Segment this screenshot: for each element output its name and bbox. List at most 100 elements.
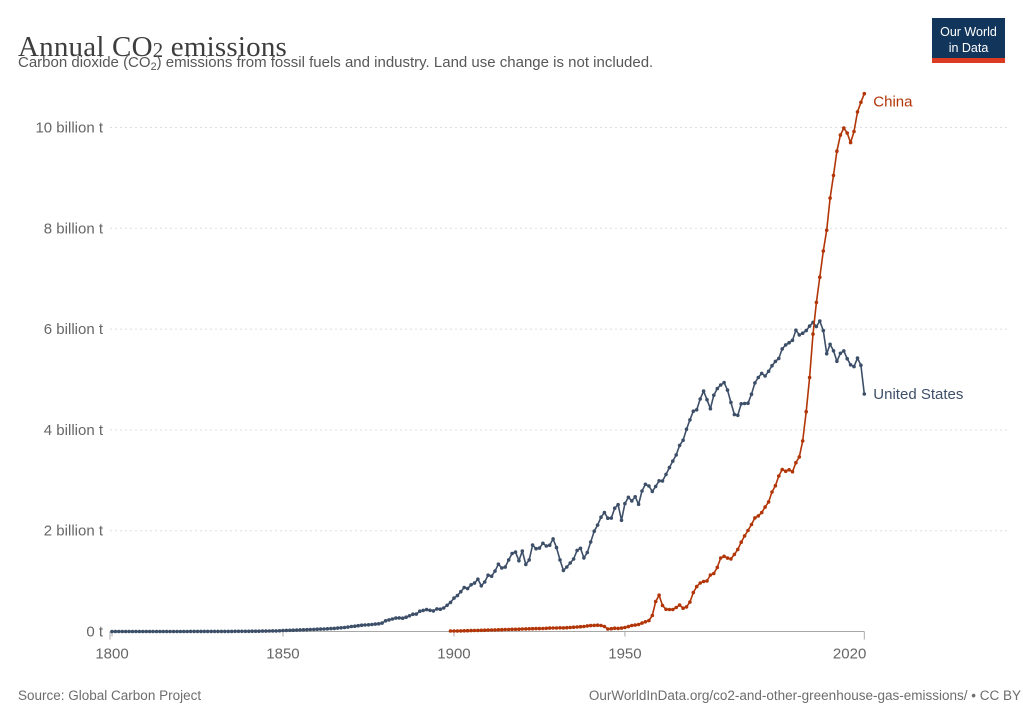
data-point-marker <box>424 607 429 612</box>
series-line <box>111 320 866 633</box>
y-axis: 0 t 2 billion t 4 billion t 6 billion t 8 bi… <box>35 120 1008 641</box>
data-point-marker <box>253 629 258 633</box>
data-point-marker <box>763 505 767 509</box>
data-point-marker <box>445 603 449 608</box>
data-point-marker <box>346 625 350 629</box>
data-point-marker <box>517 558 521 563</box>
data-point-marker <box>267 629 272 633</box>
data-point-marker <box>575 548 579 553</box>
data-point-marker <box>435 607 439 611</box>
data-point-marker <box>565 625 569 630</box>
data-point-marker <box>715 386 720 391</box>
data-point-marker <box>219 629 224 634</box>
data-point-marker <box>684 427 689 432</box>
data-point-marker <box>547 543 552 547</box>
data-point-marker <box>363 623 367 627</box>
data-point-marker <box>366 623 371 627</box>
data-point-marker <box>465 586 470 591</box>
data-point-marker <box>777 474 781 478</box>
data-point-marker <box>845 356 849 361</box>
data-point-marker <box>349 624 354 629</box>
data-point-marker <box>694 408 699 412</box>
data-point-marker <box>640 621 644 625</box>
data-point-marker <box>688 418 692 422</box>
subtitle-text-pre: Carbon dioxide (CO <box>18 54 151 71</box>
data-point-marker <box>838 351 843 356</box>
data-point-marker <box>588 540 593 544</box>
data-point-marker <box>855 356 860 360</box>
data-point-marker <box>814 300 819 305</box>
data-point-marker <box>753 516 757 520</box>
data-point-marker <box>216 629 220 634</box>
data-point-marker <box>626 495 631 500</box>
data-point-marker <box>712 571 716 576</box>
data-point-marker <box>790 338 795 343</box>
data-point-marker <box>438 607 443 611</box>
data-point-marker <box>606 627 610 631</box>
data-point-marker <box>814 324 819 329</box>
source-note: Source: Global Carbon Project <box>18 688 202 703</box>
series-china[interactable]: China <box>448 91 913 633</box>
data-point-marker <box>674 453 678 457</box>
data-point-marker <box>188 629 193 634</box>
data-point-marker <box>845 131 849 135</box>
data-point-marker <box>688 600 692 604</box>
data-point-marker <box>353 624 357 628</box>
data-point-marker <box>315 627 320 631</box>
data-point-marker <box>671 607 675 612</box>
data-point-marker <box>284 628 289 633</box>
owid-logo[interactable]: Our World in Data <box>932 18 1005 63</box>
data-point-marker <box>783 469 788 474</box>
data-point-marker <box>517 627 521 631</box>
data-point-marker <box>486 573 490 577</box>
data-point-marker <box>493 628 497 632</box>
data-point-marker <box>510 551 514 556</box>
x-tick-label: 1850 <box>266 646 299 663</box>
data-point-marker <box>301 628 306 632</box>
data-point-marker <box>305 627 309 632</box>
data-point-marker <box>243 629 248 634</box>
data-point-marker <box>110 629 114 634</box>
data-point-marker <box>274 629 278 633</box>
data-point-marker <box>534 626 538 631</box>
data-point-marker <box>482 628 487 632</box>
x-axis: 1800 1850 1900 1950 2020 <box>95 631 866 663</box>
data-point-marker <box>718 383 723 387</box>
data-point-marker <box>277 629 282 633</box>
data-point-marker <box>171 629 176 634</box>
data-point-marker <box>848 363 853 367</box>
data-point-marker <box>770 363 774 368</box>
data-point-marker <box>308 627 313 632</box>
data-point-marker <box>486 628 490 632</box>
data-point-marker <box>828 342 832 347</box>
data-point-marker <box>558 626 562 630</box>
data-point-marker <box>759 510 764 515</box>
data-point-marker <box>404 615 408 619</box>
owid-logo-line1: Our World <box>940 25 997 40</box>
data-point-marker <box>681 438 685 443</box>
y-tick-label: 4 billion t <box>44 422 104 439</box>
data-point-marker <box>667 465 672 470</box>
data-point-marker <box>493 569 497 573</box>
data-point-marker <box>325 627 330 631</box>
data-point-marker <box>660 479 665 483</box>
data-point-marker <box>609 516 614 520</box>
data-point-marker <box>599 623 603 628</box>
data-point-marker <box>684 605 689 609</box>
chart-subtitle: Carbon dioxide (CO2) emissions from foss… <box>18 54 653 73</box>
series-united-states[interactable]: United States <box>110 319 963 634</box>
data-point-marker <box>698 581 702 585</box>
data-point-marker <box>766 500 771 504</box>
data-point-marker <box>753 381 757 385</box>
data-point-marker <box>811 332 815 336</box>
data-point-marker <box>411 612 415 616</box>
data-point-marker <box>756 375 761 380</box>
data-point-marker <box>647 484 651 488</box>
data-point-marker <box>479 584 484 588</box>
data-point-marker <box>859 100 863 105</box>
data-point-marker <box>452 629 456 633</box>
data-point-marker <box>718 556 723 560</box>
owid-logo-text: Our World in Data <box>940 25 997 56</box>
